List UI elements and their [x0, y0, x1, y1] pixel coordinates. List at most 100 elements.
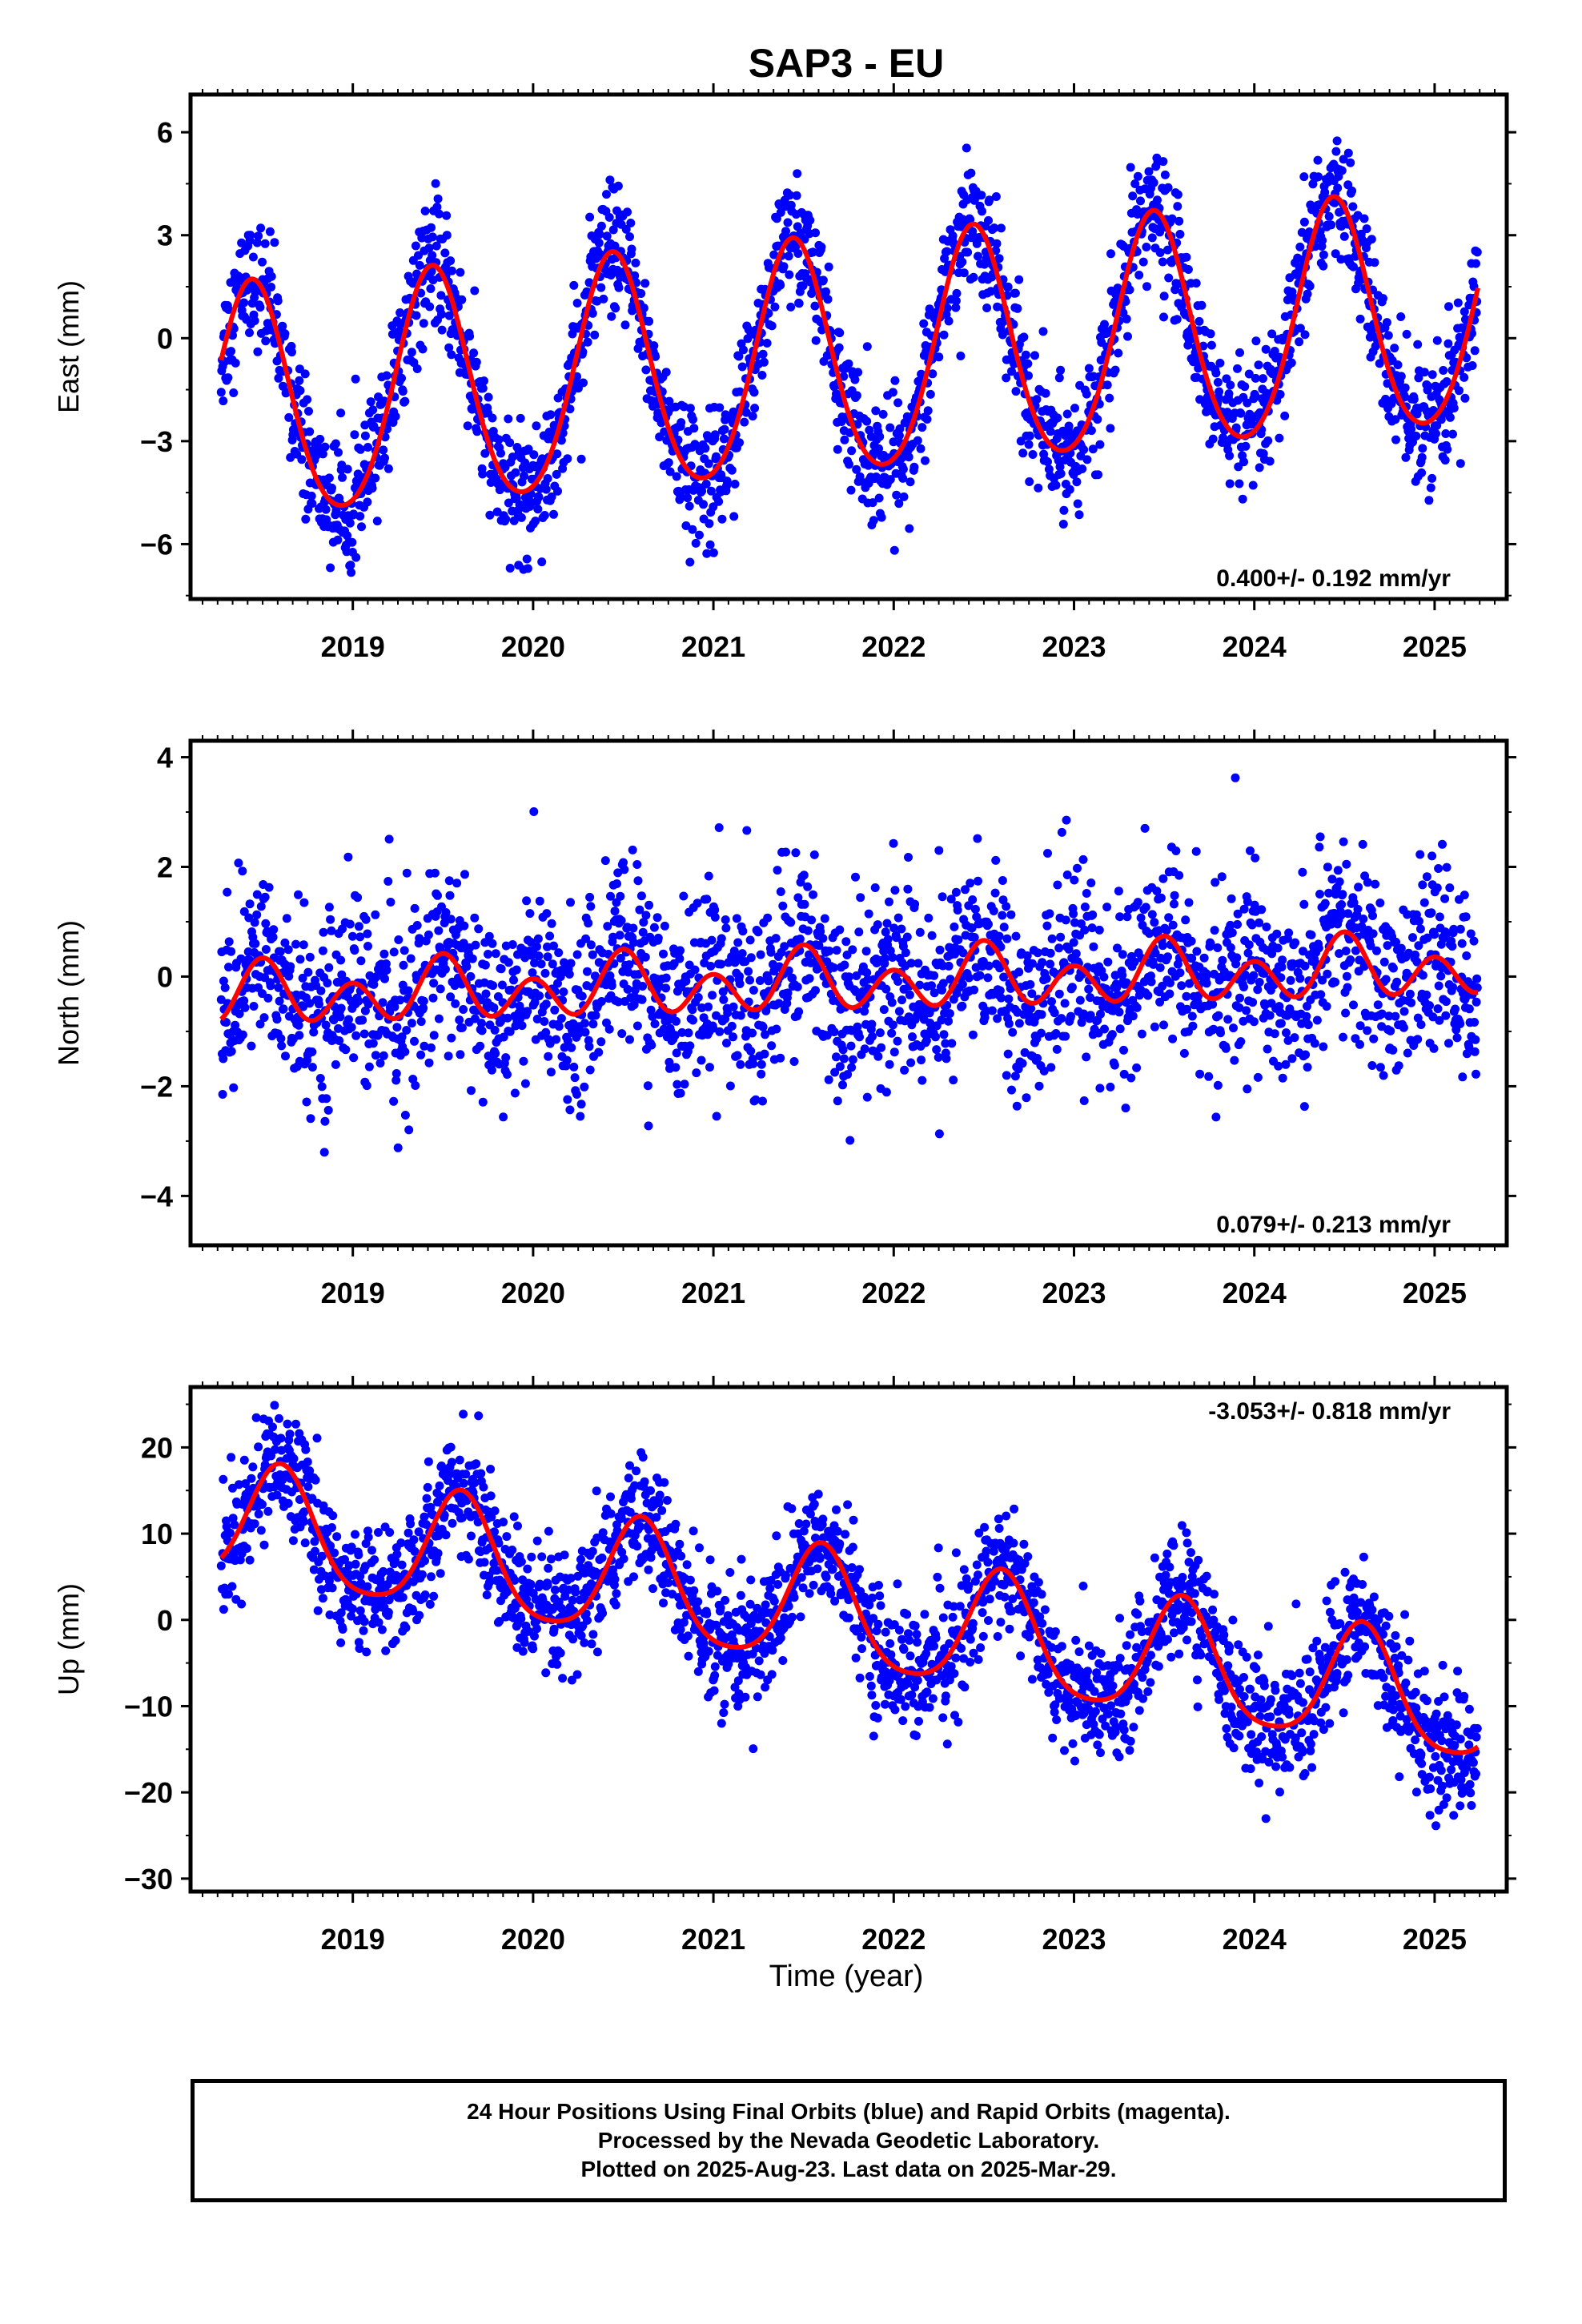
data-point: [1270, 1029, 1279, 1039]
data-point: [1243, 1084, 1252, 1094]
data-point: [509, 516, 519, 525]
data-point: [318, 946, 327, 955]
data-point: [265, 227, 275, 236]
data-point: [1464, 1004, 1474, 1014]
data-point: [1415, 916, 1423, 926]
data-point: [501, 1053, 511, 1063]
data-point: [1265, 1011, 1275, 1020]
data-point: [961, 885, 970, 895]
data-point: [877, 513, 886, 522]
data-point: [894, 431, 904, 440]
data-point: [1189, 357, 1198, 367]
data-point: [496, 964, 506, 974]
data-point: [1308, 179, 1318, 189]
data-point: [704, 459, 713, 468]
data-point: [610, 241, 620, 251]
data-point: [286, 962, 295, 971]
data-point: [440, 919, 449, 927]
data-point: [1110, 971, 1120, 980]
data-point: [576, 454, 586, 464]
data-point: [1432, 883, 1442, 893]
data-point: [1435, 912, 1444, 922]
data-point: [1231, 423, 1241, 432]
data-point: [1037, 1028, 1046, 1038]
data-point: [451, 999, 460, 1008]
data-point: [821, 287, 830, 296]
data-point: [1363, 878, 1372, 887]
data-point: [795, 935, 805, 943]
data-point: [1038, 958, 1047, 967]
data-point: [1323, 862, 1332, 872]
data-point: [852, 391, 861, 400]
data-point: [1299, 217, 1309, 227]
data-point: [1422, 990, 1431, 999]
data-point: [881, 954, 889, 963]
data-point: [791, 242, 801, 251]
data-point: [430, 868, 440, 878]
data-point: [594, 1047, 604, 1057]
data-point: [424, 1058, 434, 1068]
data-point: [567, 1043, 576, 1052]
data-point: [1313, 155, 1323, 165]
data-point: [520, 458, 530, 468]
data-point: [963, 247, 973, 257]
data-point: [256, 223, 266, 233]
data-point: [564, 970, 574, 979]
data-point: [1174, 870, 1184, 880]
data-point: [347, 568, 356, 577]
data-point: [531, 517, 540, 526]
data-point: [363, 999, 373, 1009]
data-point: [672, 472, 681, 481]
data-point: [1106, 249, 1115, 259]
data-point: [1470, 1047, 1480, 1056]
data-point: [1415, 850, 1425, 859]
data-point: [1375, 899, 1385, 907]
data-point: [895, 424, 905, 433]
data-point: [354, 922, 363, 931]
data-point: [566, 959, 576, 968]
data-point: [786, 918, 796, 927]
data-point: [1046, 959, 1055, 969]
data-point: [1405, 989, 1415, 999]
data-point: [1262, 923, 1271, 931]
data-point: [833, 444, 842, 454]
data-point: [1263, 1044, 1272, 1054]
data-point: [1259, 374, 1267, 384]
data-point: [893, 913, 903, 923]
data-point: [881, 927, 890, 937]
data-point: [926, 307, 936, 316]
data-point: [456, 1050, 465, 1059]
x-tick-label: 2025: [1403, 1277, 1467, 1309]
data-point: [1248, 480, 1258, 490]
data-point: [862, 416, 872, 426]
data-point: [874, 493, 884, 503]
data-point: [396, 308, 405, 317]
data-point: [1011, 387, 1021, 396]
data-point: [259, 1013, 269, 1023]
data-point: [1149, 178, 1158, 187]
data-point: [1415, 924, 1425, 934]
data-point: [1438, 839, 1447, 849]
data-point: [714, 497, 724, 506]
data-point: [1303, 289, 1312, 299]
data-point: [402, 1026, 412, 1035]
data-point: [1204, 1072, 1214, 1081]
data-point: [818, 934, 828, 943]
data-point: [1427, 370, 1437, 380]
data-point: [1110, 365, 1120, 375]
data-point: [917, 1055, 926, 1065]
data-point: [805, 215, 815, 225]
data-point: [488, 981, 498, 991]
data-point: [1302, 1011, 1311, 1021]
data-point: [289, 1454, 299, 1463]
data-point: [714, 823, 724, 832]
data-point: [235, 1009, 244, 1019]
data-point: [799, 870, 809, 880]
data-point: [1413, 1013, 1423, 1023]
data-point: [432, 241, 441, 251]
data-point: [745, 935, 755, 945]
data-point: [1086, 879, 1096, 887]
data-point: [1232, 953, 1242, 963]
data-point: [268, 932, 278, 942]
data-point: [1298, 867, 1307, 877]
